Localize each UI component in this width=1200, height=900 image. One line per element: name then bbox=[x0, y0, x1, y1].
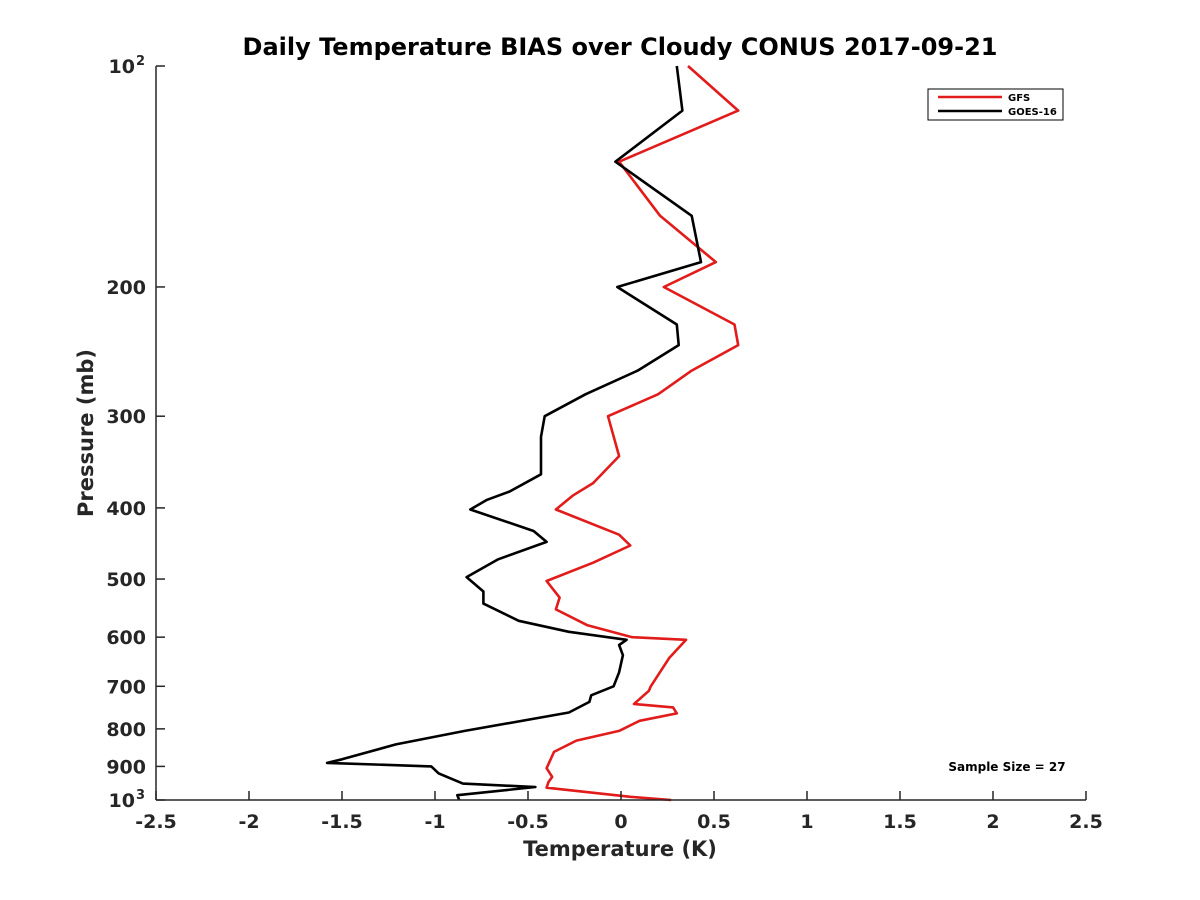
y-tick-label: 10 bbox=[109, 790, 135, 812]
chart-title: Daily Temperature BIAS over Cloudy CONUS… bbox=[243, 33, 998, 61]
x-tick-label: -1 bbox=[424, 811, 445, 833]
x-axis-label: Temperature (K) bbox=[523, 837, 717, 861]
y-tick-label: 600 bbox=[106, 627, 146, 649]
y-tick-label: 200 bbox=[106, 277, 146, 299]
x-tick-label: 1 bbox=[800, 811, 813, 833]
legend-box bbox=[927, 88, 1064, 121]
x-tick-label: -1.5 bbox=[321, 811, 363, 833]
y-axis-label: Pressure (mb) bbox=[74, 349, 98, 517]
x-tick-label: 0 bbox=[614, 811, 627, 833]
x-tick-label: -2 bbox=[238, 811, 259, 833]
x-tick-label: -2.5 bbox=[135, 811, 177, 833]
y-tick-label: 700 bbox=[106, 676, 146, 698]
x-tick-label: 1.5 bbox=[883, 811, 917, 833]
y-tick-label: 300 bbox=[106, 406, 146, 428]
legend-label-goes-16: GOES-16 bbox=[1008, 107, 1057, 118]
series-line-goes-16 bbox=[325, 65, 703, 801]
y-tick-label: 500 bbox=[106, 569, 146, 591]
y-tick-exponent: 3 bbox=[136, 788, 145, 803]
plot-area: -2.5 -2 -1.5 -1 -0.5 0 0.5 1 1.5 2 2.510 2200300400… bbox=[106, 54, 1103, 833]
x-tick-label: -0.5 bbox=[507, 811, 549, 833]
legend-label-gfs: GFS bbox=[1008, 93, 1030, 104]
y-tick-label: 900 bbox=[106, 756, 146, 778]
y-tick-label: 400 bbox=[106, 498, 146, 520]
series-line-gfs bbox=[545, 65, 740, 802]
series-layer bbox=[325, 65, 740, 802]
x-tick-label: 0.5 bbox=[697, 811, 731, 833]
sample-size-annotation: Sample Size = 27 bbox=[948, 760, 1065, 774]
y-tick-label: 10 bbox=[109, 56, 135, 78]
x-tick-label: 2.5 bbox=[1069, 811, 1103, 833]
legend: GFS GOES-16 bbox=[927, 88, 1064, 121]
y-tick-exponent: 2 bbox=[136, 54, 145, 69]
tick-layer: -2.5 -2 -1.5 -1 -0.5 0 0.5 1 1.5 2 2.510 2200300400… bbox=[106, 54, 1103, 833]
y-tick-label: 800 bbox=[106, 719, 146, 741]
x-tick-label: 2 bbox=[986, 811, 999, 833]
